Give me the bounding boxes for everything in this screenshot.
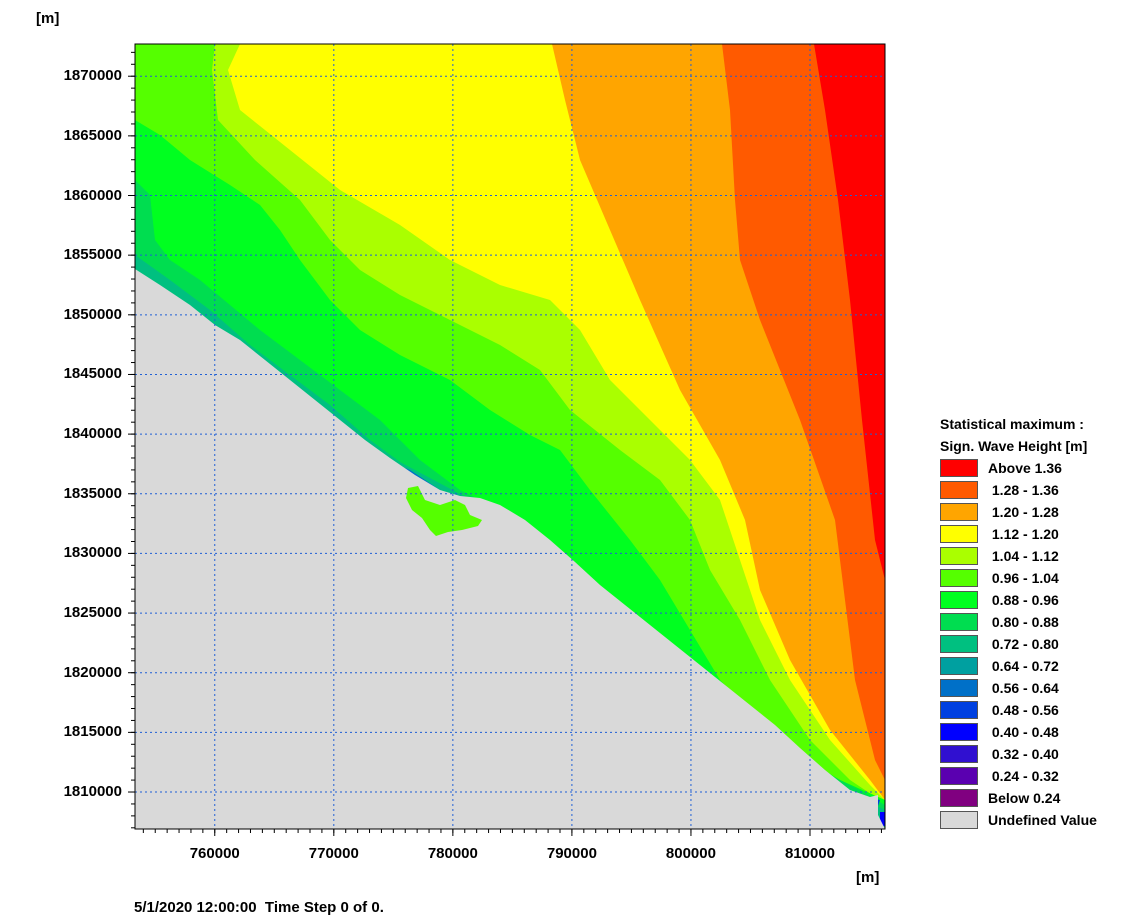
legend-swatch [940, 789, 978, 807]
plot-frame [134, 43, 886, 830]
legend-swatch [940, 525, 978, 543]
y-tick-label: 1870000 [63, 67, 122, 85]
legend-label: 1.20 - 1.28 [988, 504, 1059, 520]
legend-swatch [940, 811, 978, 829]
legend-swatch [940, 767, 978, 785]
legend-item: Above 1.36 [940, 457, 1097, 479]
legend-label: 0.56 - 0.64 [988, 680, 1059, 696]
legend-swatch [940, 481, 978, 499]
legend-swatch [940, 613, 978, 631]
legend-label: 0.32 - 0.40 [988, 746, 1059, 762]
legend-label: 0.64 - 0.72 [988, 658, 1059, 674]
legend-title-line1: Statistical maximum : [940, 416, 1084, 432]
legend-swatch [940, 701, 978, 719]
legend-swatch [940, 569, 978, 587]
time-step-status: 5/1/2020 12:00:00 Time Step 0 of 0. [134, 899, 384, 916]
legend-label: 0.96 - 1.04 [988, 570, 1059, 586]
y-tick-label: 1840000 [63, 425, 122, 443]
legend-swatch [940, 679, 978, 697]
legend-label: 0.40 - 0.48 [988, 724, 1059, 740]
legend-item: 0.56 - 0.64 [940, 677, 1097, 699]
island-vegetation [406, 486, 482, 536]
legend: Statistical maximum : Sign. Wave Height … [940, 413, 1097, 831]
legend-item: 0.32 - 0.40 [940, 743, 1097, 765]
legend-label: Below 0.24 [988, 790, 1061, 806]
legend-item: 0.72 - 0.80 [940, 633, 1097, 655]
legend-item: 0.64 - 0.72 [940, 655, 1097, 677]
x-tick-label: 810000 [784, 845, 836, 862]
y-tick-label: 1820000 [63, 663, 122, 681]
grid-lines [135, 44, 885, 829]
y-axis-unit-label: [m] [36, 10, 60, 27]
legend-swatch [940, 745, 978, 763]
legend-item: 1.04 - 1.12 [940, 545, 1097, 567]
legend-label: 1.12 - 1.20 [988, 526, 1059, 542]
legend-label: 0.80 - 0.88 [988, 614, 1059, 630]
contour-bands [135, 44, 885, 829]
legend-item: 1.28 - 1.36 [940, 479, 1097, 501]
y-tick-label: 1830000 [63, 544, 122, 562]
legend-item: 1.12 - 1.20 [940, 523, 1097, 545]
x-tick-label: 800000 [665, 845, 716, 862]
legend-label: 0.48 - 0.56 [988, 702, 1059, 718]
x-tick-label: 760000 [189, 845, 240, 862]
y-tick-label: 1860000 [63, 186, 122, 204]
y-tick-label: 1815000 [63, 723, 122, 741]
legend-swatch [940, 547, 978, 565]
x-tick-label: 770000 [308, 845, 359, 862]
legend-label: 1.28 - 1.36 [988, 482, 1059, 498]
y-tick-label: 1865000 [63, 126, 122, 144]
land-undefined [135, 269, 885, 829]
legend-swatch [940, 723, 978, 741]
legend-swatch [940, 503, 978, 521]
legend-swatch [940, 459, 978, 477]
legend-item: 0.40 - 0.48 [940, 721, 1097, 743]
legend-item: 0.48 - 0.56 [940, 699, 1097, 721]
y-tick-label: 1810000 [63, 783, 122, 801]
y-tick-label: 1835000 [63, 484, 122, 502]
legend-items: Above 1.36 1.28 - 1.36 1.20 - 1.28 1.12 … [940, 457, 1097, 831]
legend-swatch [940, 591, 978, 609]
y-tick-label: 1825000 [63, 604, 122, 622]
minor-ticks [128, 51, 882, 836]
legend-swatch [940, 635, 978, 653]
legend-item: Below 0.24 [940, 787, 1097, 809]
x-axis-unit-label: [m] [856, 869, 880, 886]
y-tick-label: 1855000 [63, 246, 122, 264]
legend-item: 0.88 - 0.96 [940, 589, 1097, 611]
legend-item: 0.80 - 0.88 [940, 611, 1097, 633]
legend-item: 0.96 - 1.04 [940, 567, 1097, 589]
y-tick-label: 1845000 [63, 365, 122, 383]
x-tick-label: 790000 [546, 845, 597, 862]
legend-label: Undefined Value [988, 812, 1097, 828]
legend-label: 0.88 - 0.96 [988, 592, 1059, 608]
legend-label: 1.04 - 1.12 [988, 548, 1059, 564]
legend-item: Undefined Value [940, 809, 1097, 831]
legend-title-line2: Sign. Wave Height [m] [940, 438, 1088, 454]
legend-swatch [940, 657, 978, 675]
legend-label: Above 1.36 [988, 460, 1062, 476]
legend-item: 1.20 - 1.28 [940, 501, 1097, 523]
y-tick-label: 1850000 [63, 305, 122, 323]
legend-label: 0.24 - 0.32 [988, 768, 1059, 784]
legend-item: 0.24 - 0.32 [940, 765, 1097, 787]
legend-label: 0.72 - 0.80 [988, 636, 1059, 652]
x-tick-label: 780000 [427, 845, 478, 862]
